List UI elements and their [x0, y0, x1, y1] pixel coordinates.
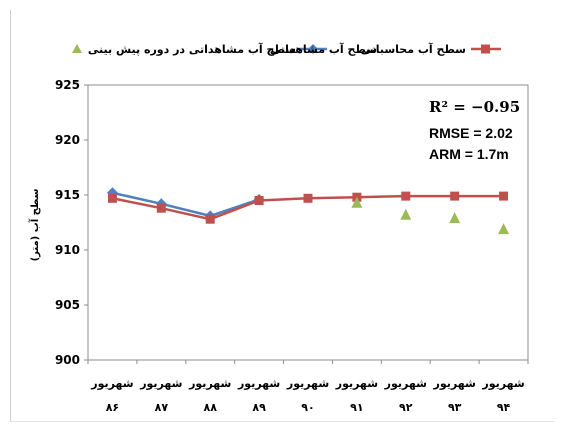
y-tick-label: 925: [55, 78, 80, 92]
data-point-forecast: [400, 208, 412, 220]
x-tick-label-month: شهریور: [335, 377, 378, 390]
x-tick-label-month: شهریور: [188, 377, 231, 390]
x-tick-label-year: ۹۱: [350, 401, 363, 414]
x-tick-label-month: شهریور: [286, 377, 329, 390]
x-tick-label-month: شهریور: [90, 377, 133, 390]
legend-item-forecast: سطح آب مشاهداتی در دوره پیش بینی: [72, 42, 296, 56]
legend-label-computed: سطح آب محاسباتی: [360, 42, 466, 56]
r2-annotation: R² = −0.95: [429, 98, 520, 116]
legend-label-observed: سطح آب مشاهداتی: [270, 42, 377, 56]
data-point-computed: [401, 191, 411, 201]
data-point-forecast: [351, 196, 363, 208]
series-line-observed: [112, 191, 260, 218]
plot-area: [87, 84, 529, 361]
legend-marker-diamond: [308, 44, 318, 54]
rmse-annotation: RMSE = 2.02: [429, 125, 513, 141]
series-layer: [106, 187, 510, 235]
data-point-computed: [205, 214, 215, 224]
data-point-forecast: [498, 223, 510, 235]
x-tick-label-year: ۹۰: [301, 401, 314, 414]
series-forecast: [351, 196, 510, 235]
data-point-computed: [499, 191, 509, 201]
x-tick-label-month: شهریور: [384, 377, 427, 390]
x-tick-label-year: ۸۹: [252, 401, 266, 414]
x-tick-label-month: شهریور: [433, 377, 476, 390]
legend-marker-square: [481, 44, 490, 54]
x-tick-label-year: ۹۳: [448, 401, 462, 414]
series-computed: [107, 191, 509, 224]
y-axis: 900 905 910 915 920 925: [55, 78, 88, 367]
data-point-computed: [107, 193, 117, 203]
y-tick-label: 900: [55, 353, 80, 367]
x-tick-label-year: ۸۶: [106, 401, 119, 414]
data-point-computed: [450, 191, 460, 201]
data-point-computed: [156, 203, 166, 213]
x-tick-label-year: ۹۲: [399, 401, 413, 414]
y-tick-label: 920: [55, 133, 80, 147]
series-observed: [106, 187, 265, 222]
data-point-forecast: [449, 212, 461, 224]
x-tick-label-month: شهریور: [237, 377, 280, 390]
line-chart: سطح آب محاسباتی سطح آب مشاهداتی سطح آب م…: [28, 42, 529, 414]
legend-marker-triangle: [72, 44, 82, 53]
x-axis: شهریور ۸۶ شهریور ۸۷ شهریور ۸۸ شهریور ۸۹ شهریور ۹۰…: [87, 360, 529, 414]
x-tick-label-month: شهریور: [481, 377, 524, 390]
arm-annotation: ARM = 1.7m: [429, 146, 509, 162]
y-axis-title: سطح آب (متر): [28, 188, 41, 261]
legend-label-forecast: سطح آب مشاهداتی در دوره پیش بینی: [88, 42, 296, 56]
x-tick-label-year: ۹۴: [497, 401, 511, 414]
x-tick-label-year: ۸۸: [204, 401, 218, 414]
y-tick-label: 915: [55, 188, 80, 202]
y-tick-label: 905: [55, 298, 80, 312]
legend-item-observed: سطح آب مشاهداتی: [270, 42, 377, 56]
chart-frame: سطح آب محاسباتی سطح آب مشاهداتی سطح آب م…: [10, 10, 555, 422]
data-point-computed: [254, 196, 264, 205]
legend: سطح آب محاسباتی سطح آب مشاهداتی سطح آب م…: [72, 42, 501, 56]
data-point-computed: [303, 193, 313, 203]
legend-item-computed: سطح آب محاسباتی: [360, 42, 501, 56]
y-tick-label: 910: [55, 243, 80, 257]
fit-statistics: R² = −0.95 RMSE = 2.02 ARM = 1.7m: [429, 98, 520, 162]
x-tick-label-month: شهریور: [139, 377, 182, 390]
x-tick-label-year: ۸۷: [155, 401, 169, 414]
